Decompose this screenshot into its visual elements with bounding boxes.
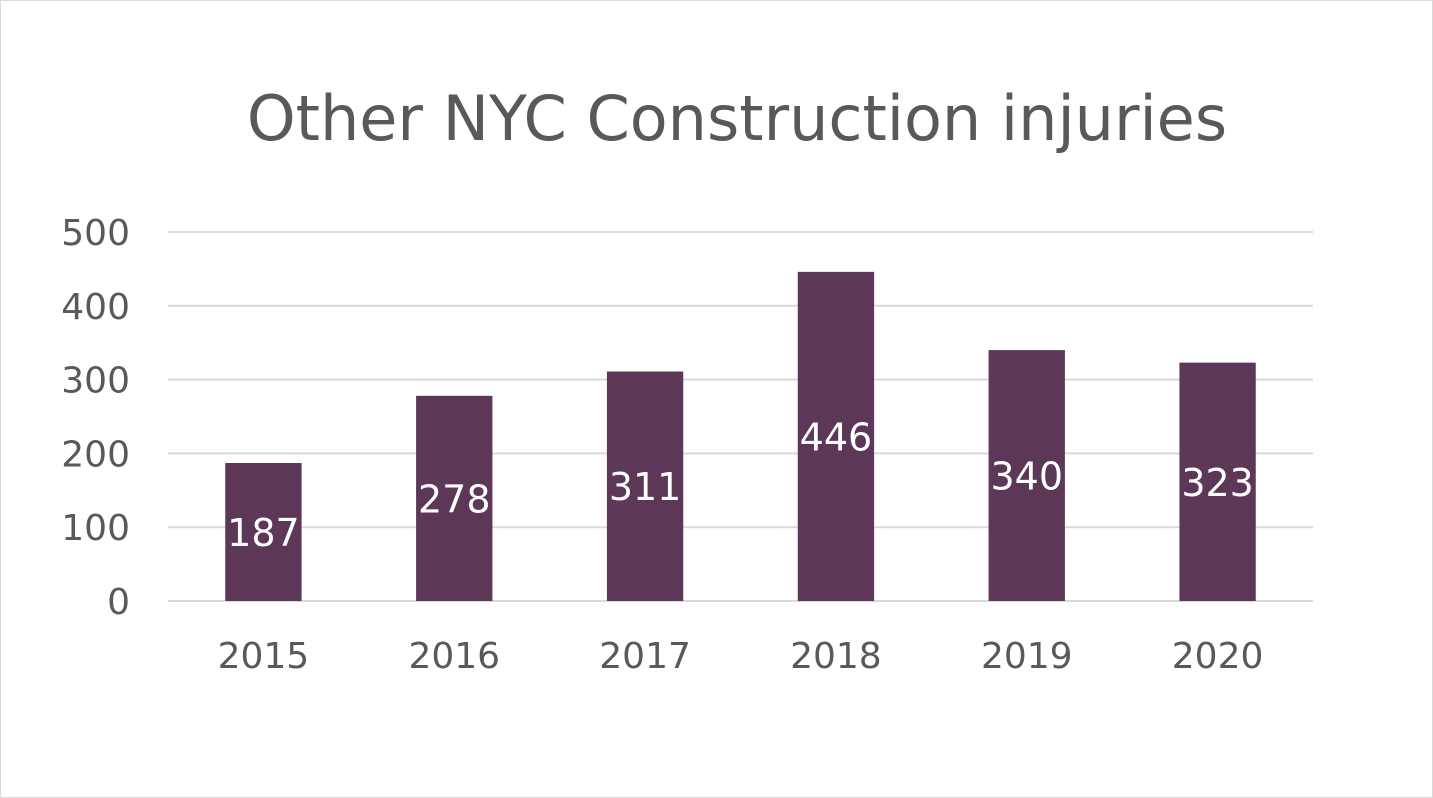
y-axis-ticks: 0 100 200 300 400 500 (61, 213, 130, 623)
y-tick-label: 200 (61, 434, 130, 475)
x-tick-label: 2016 (408, 636, 500, 677)
bar-2015 (225, 462, 302, 601)
x-tick-label: 2018 (790, 636, 882, 677)
x-axis-ticks: 2015 2016 2017 2018 2019 2020 (218, 636, 1264, 677)
data-label: 446 (800, 415, 873, 459)
data-label: 187 (227, 511, 300, 555)
y-tick-label: 100 (61, 508, 130, 549)
x-tick-label: 2015 (218, 636, 310, 677)
bar-2017 (606, 371, 684, 601)
data-label: 340 (990, 455, 1063, 499)
x-tick-label: 2019 (981, 636, 1073, 677)
data-label: 323 (1181, 461, 1254, 505)
bar-2019 (988, 350, 1065, 601)
gridlines (168, 231, 1313, 602)
bars (225, 271, 1256, 601)
y-tick-label: 500 (61, 213, 130, 254)
y-tick-label: 400 (61, 287, 130, 328)
y-tick-label: 0 (107, 582, 130, 623)
chart-title: Other NYC Construction injuries (247, 82, 1227, 155)
data-label: 278 (418, 477, 491, 521)
bar-2016 (416, 395, 493, 601)
data-label: 311 (609, 465, 682, 509)
bar-2018 (797, 271, 875, 601)
x-tick-label: 2020 (1172, 636, 1264, 677)
y-tick-label: 300 (61, 361, 130, 402)
data-labels: 187 278 311 446 340 323 (227, 415, 1254, 555)
x-tick-label: 2017 (599, 636, 691, 677)
bar-2020 (1179, 362, 1256, 601)
